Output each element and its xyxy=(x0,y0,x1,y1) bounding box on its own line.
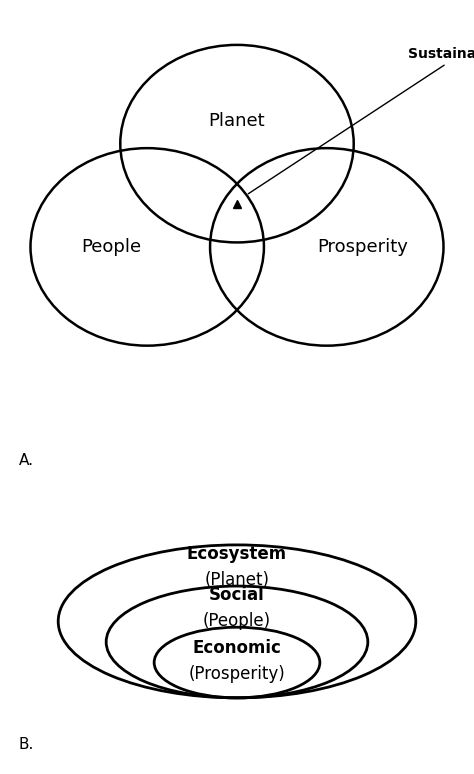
Text: (Prosperity): (Prosperity) xyxy=(189,666,285,683)
Text: Sustainability: Sustainability xyxy=(248,47,474,194)
Text: B.: B. xyxy=(19,738,34,752)
Text: Planet: Planet xyxy=(209,112,265,130)
Text: A.: A. xyxy=(19,453,34,467)
Text: Economic: Economic xyxy=(192,639,282,657)
Text: (People): (People) xyxy=(203,612,271,630)
Text: Ecosystem: Ecosystem xyxy=(187,545,287,563)
Text: (Planet): (Planet) xyxy=(204,571,270,589)
Text: People: People xyxy=(81,238,141,256)
Text: Social: Social xyxy=(209,586,265,604)
Text: Prosperity: Prosperity xyxy=(317,238,408,256)
